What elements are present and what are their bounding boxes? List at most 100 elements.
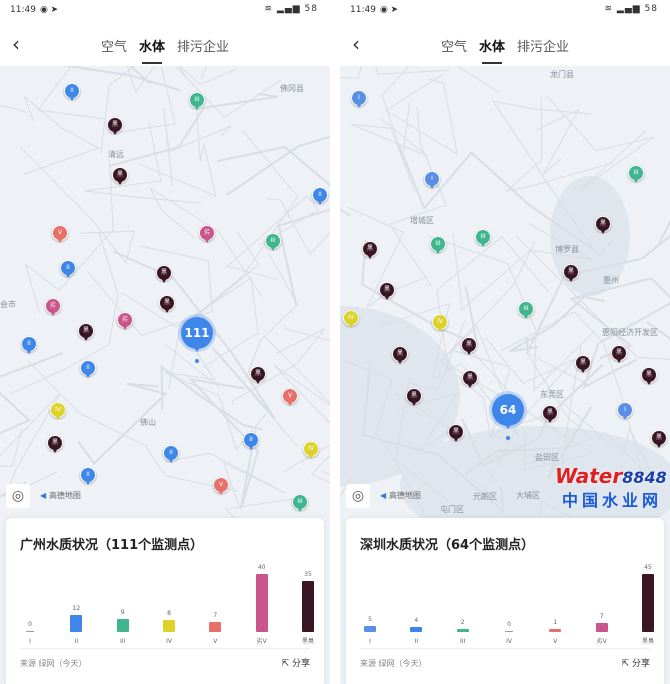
monitoring-point-marker[interactable]: II: [163, 445, 179, 465]
card-title: 深圳水质状况（64个监测点）: [360, 538, 535, 553]
bar-II: [70, 614, 83, 632]
locate-button[interactable]: ◎: [346, 484, 370, 508]
monitoring-point-marker[interactable]: III: [265, 233, 281, 253]
marker-pin-tip: [270, 246, 276, 251]
monitoring-point-marker[interactable]: IV: [50, 402, 66, 422]
locate-button[interactable]: ◎: [6, 484, 30, 508]
bar-category: III: [120, 638, 126, 645]
monitoring-point-marker[interactable]: II: [312, 187, 328, 207]
tab-water[interactable]: 水体: [139, 36, 165, 64]
monitoring-point-marker[interactable]: III: [628, 165, 644, 185]
monitoring-point-marker[interactable]: 黑: [107, 117, 123, 137]
marker-pin-tip: [287, 401, 293, 406]
monitoring-point-marker[interactable]: IV: [343, 310, 359, 330]
divider: [360, 648, 650, 649]
monitoring-point-marker[interactable]: 黑: [47, 435, 63, 455]
tab-water[interactable]: 水体: [479, 36, 505, 64]
road-network: [0, 66, 330, 655]
monitoring-point-marker[interactable]: 黑: [462, 370, 478, 390]
monitoring-point-marker[interactable]: 黑: [78, 323, 94, 343]
status-indicators: ◉ ➤: [39, 5, 59, 15]
monitoring-point-marker[interactable]: 黑: [611, 345, 627, 365]
marker-pin-tip: [255, 379, 261, 384]
status-bar: 11:49 ◉ ➤ ≋ ▂▄▆ 58: [0, 0, 330, 22]
marker-pin-tip: [65, 273, 71, 278]
tab-air[interactable]: 空气: [440, 40, 467, 55]
grade-bar-chart: 0 I 12 II 9 III 8 IV 7 V 40 劣V 35 黑臭: [16, 558, 314, 648]
monitoring-point-marker[interactable]: 黑: [542, 405, 558, 425]
road: [100, 66, 156, 154]
monitoring-point-marker[interactable]: II: [64, 83, 80, 103]
road: [217, 145, 330, 305]
monitoring-point-marker[interactable]: 黑: [651, 430, 667, 450]
monitoring-point-marker[interactable]: IV: [303, 441, 319, 461]
monitoring-point-marker[interactable]: II: [60, 260, 76, 280]
monitoring-point-marker[interactable]: 黑: [406, 388, 422, 408]
monitoring-point-marker[interactable]: III: [475, 229, 491, 249]
monitoring-point-marker[interactable]: II: [21, 336, 37, 356]
road: [350, 118, 428, 193]
monitoring-point-marker[interactable]: 黑: [362, 241, 378, 261]
road: [535, 108, 614, 257]
monitoring-point-marker[interactable]: 黑: [392, 346, 408, 366]
monitoring-point-marker[interactable]: 黑: [250, 366, 266, 386]
monitoring-point-marker[interactable]: 劣: [45, 298, 61, 318]
monitoring-point-marker[interactable]: 黑: [461, 337, 477, 357]
marker-pin-tip: [633, 178, 639, 183]
monitoring-point-marker[interactable]: 黑: [379, 282, 395, 302]
share-button[interactable]: ⇱ 分享: [622, 656, 650, 669]
bar-value: 8: [167, 610, 171, 618]
road: [187, 377, 260, 510]
road: [231, 328, 326, 406]
marker-pin-tip: [317, 200, 323, 205]
tab-polluters[interactable]: 排污企业: [177, 40, 230, 55]
road: [23, 94, 100, 175]
marker-pin-tip: [523, 314, 529, 319]
bar-IV: [505, 631, 513, 632]
bar-category: II: [414, 638, 419, 645]
tab-polluters[interactable]: 排污企业: [517, 40, 570, 55]
road: [24, 159, 114, 314]
monitoring-point-marker[interactable]: I: [424, 171, 440, 191]
tab-air[interactable]: 空气: [100, 40, 127, 55]
monitoring-point-marker[interactable]: II: [80, 467, 96, 487]
monitoring-point-marker[interactable]: 黑: [156, 265, 172, 285]
water-area: [340, 306, 460, 486]
monitoring-point-marker[interactable]: 黑: [159, 295, 175, 315]
status-icons: ≋ ▂▄▆ 58: [264, 4, 318, 14]
back-button[interactable]: ‹: [12, 32, 20, 56]
back-button[interactable]: ‹: [352, 32, 360, 56]
road: [165, 452, 286, 507]
monitoring-point-marker[interactable]: II: [243, 432, 259, 452]
map-place-label: 龙门县: [550, 70, 574, 79]
monitoring-point-marker[interactable]: III: [518, 301, 534, 321]
cluster-marker[interactable]: 111: [181, 317, 213, 352]
road: [27, 360, 238, 492]
monitoring-point-marker[interactable]: II: [80, 360, 96, 380]
monitoring-point-marker[interactable]: IV: [432, 314, 448, 334]
monitoring-point-marker[interactable]: V: [213, 477, 229, 497]
bar-value: 0: [507, 621, 511, 628]
marker-pin-tip: [26, 349, 32, 354]
monitoring-point-marker[interactable]: I: [617, 402, 633, 422]
monitoring-point-marker[interactable]: III: [189, 92, 205, 112]
monitoring-point-marker[interactable]: III: [430, 236, 446, 256]
road: [505, 97, 614, 193]
monitoring-point-marker[interactable]: V: [282, 388, 298, 408]
monitoring-point-marker[interactable]: 劣: [117, 312, 133, 332]
marker-pin-tip: [85, 480, 91, 485]
monitoring-point-marker[interactable]: 劣: [199, 225, 215, 245]
share-button[interactable]: ⇱ 分享: [282, 656, 310, 669]
monitoring-point-marker[interactable]: 黑: [112, 167, 128, 187]
monitoring-point-marker[interactable]: 黑: [595, 216, 611, 236]
map-place-label: 增城区: [410, 216, 434, 225]
monitoring-point-marker[interactable]: 黑: [563, 264, 579, 284]
monitoring-point-marker[interactable]: 黑: [448, 424, 464, 444]
monitoring-point-marker[interactable]: III: [292, 494, 308, 514]
monitoring-point-marker[interactable]: V: [52, 225, 68, 245]
monitoring-point-marker[interactable]: I: [351, 90, 367, 110]
monitoring-point-marker[interactable]: 黑: [641, 367, 657, 387]
road: [378, 303, 519, 436]
cluster-marker[interactable]: 64: [492, 394, 524, 429]
monitoring-point-marker[interactable]: 黑: [575, 355, 591, 375]
